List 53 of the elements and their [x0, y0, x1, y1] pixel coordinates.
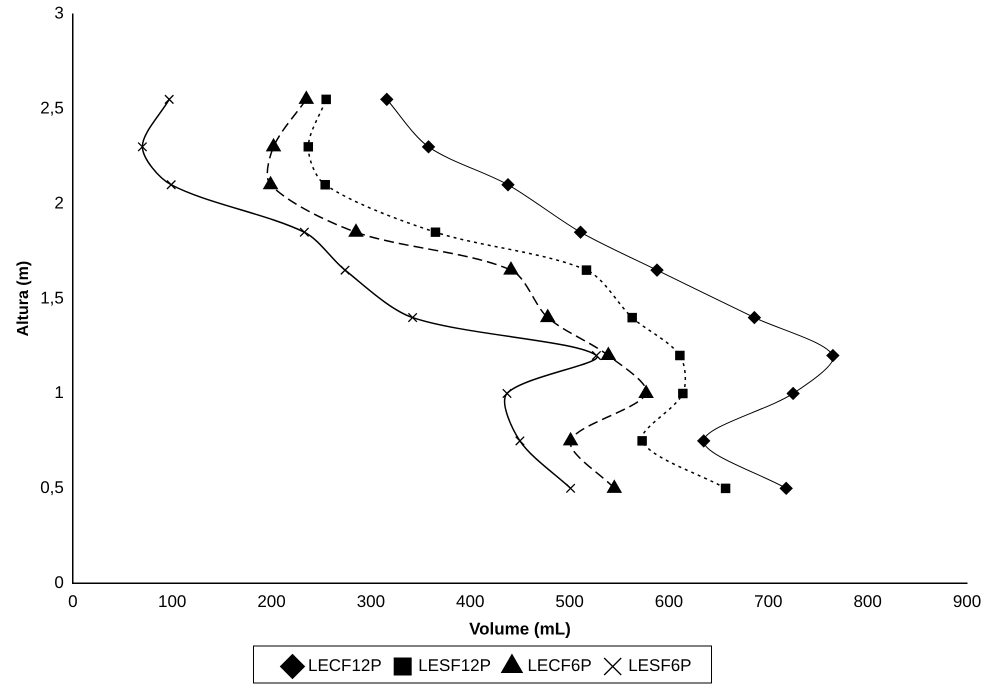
- y-axis-title: Altura (m): [15, 260, 32, 336]
- y-tick-label: 1: [54, 383, 64, 402]
- x-tick-label: 100: [158, 592, 186, 612]
- y-tick-label: 0,5: [40, 478, 64, 498]
- x-tick-label: 500: [555, 592, 584, 612]
- point: [582, 265, 592, 275]
- point: [380, 92, 394, 106]
- y-tick-label: 0: [54, 572, 64, 592]
- point: [720, 484, 730, 494]
- x-tick-label: 900: [952, 592, 982, 612]
- point: [422, 140, 436, 154]
- legend-label: LECF12P: [308, 656, 382, 676]
- x-tick-label: 0: [68, 592, 78, 612]
- point: [502, 388, 512, 398]
- point: [650, 264, 664, 277]
- point: [164, 94, 174, 104]
- x-tick-label: 800: [853, 592, 882, 612]
- point: [748, 311, 761, 324]
- point: [299, 227, 310, 238]
- point: [780, 482, 793, 495]
- point: [137, 142, 148, 152]
- legend-label: LECF6P: [527, 656, 592, 676]
- legend-label: LESF6P: [628, 656, 692, 676]
- y-tick-label: 3: [54, 4, 64, 23]
- x-tick-label: 200: [257, 592, 286, 612]
- point: [678, 388, 688, 398]
- y-tick-label: 1,5: [40, 288, 64, 308]
- x-axis-title: Volume (mL): [469, 619, 571, 638]
- point: [826, 349, 840, 362]
- point: [566, 483, 576, 494]
- point: [637, 436, 647, 446]
- point: [515, 436, 525, 446]
- point: [304, 142, 314, 152]
- point: [574, 226, 588, 239]
- point: [408, 312, 418, 322]
- point: [501, 178, 514, 192]
- x-tick-label: 300: [356, 592, 386, 612]
- x-tick-label: 400: [456, 592, 484, 612]
- y-tick-label: 2: [54, 193, 64, 212]
- point: [340, 265, 350, 276]
- legend-label: LESF12P: [418, 656, 491, 676]
- point: [592, 350, 602, 360]
- point: [697, 434, 710, 448]
- point: [320, 180, 330, 190]
- point: [786, 386, 800, 400]
- y-tick-label: 2,5: [40, 98, 64, 118]
- point: [675, 350, 685, 360]
- x-tick-label: 700: [754, 592, 782, 612]
- point: [166, 180, 176, 190]
- point: [430, 227, 440, 237]
- point: [627, 312, 637, 322]
- x-tick-label: 600: [654, 592, 684, 612]
- point: [321, 94, 331, 104]
